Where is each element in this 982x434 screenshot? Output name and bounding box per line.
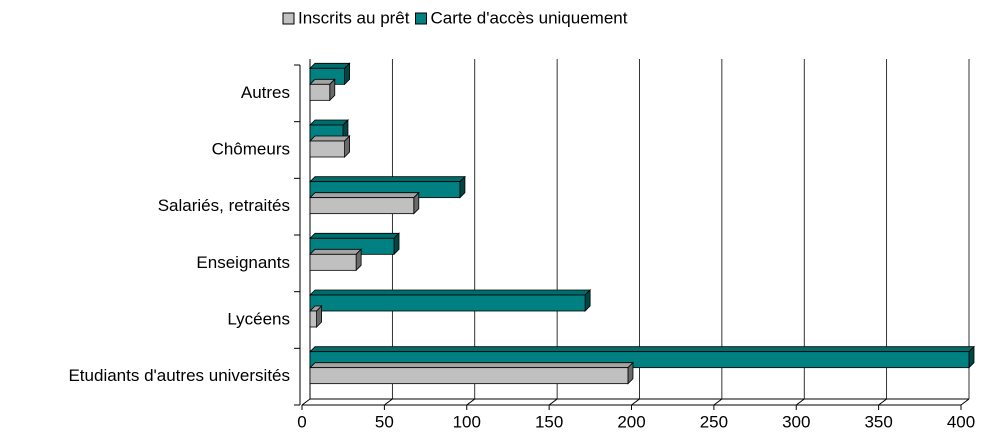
x-tick xyxy=(466,398,476,406)
bar-top xyxy=(309,346,975,353)
bar xyxy=(309,367,629,385)
bar-top xyxy=(309,248,363,255)
bar-top xyxy=(309,135,351,142)
bar xyxy=(309,253,357,271)
x-tick xyxy=(960,398,970,406)
legend-swatch xyxy=(415,12,427,25)
bar-top xyxy=(309,62,351,69)
x-tick-label: 50 xyxy=(375,412,394,431)
x-tick xyxy=(795,398,805,406)
x-tick-label: 150 xyxy=(535,412,563,431)
bar-top xyxy=(309,192,420,199)
bar-top xyxy=(309,119,349,126)
bar-top xyxy=(309,176,466,183)
bar-top xyxy=(309,362,634,369)
x-tick-label: 400 xyxy=(947,412,975,431)
legend-label: Inscrits au prêt xyxy=(298,8,410,27)
x-tick xyxy=(713,398,723,406)
bar-top xyxy=(309,232,400,239)
legend-label: Carte d'accès uniquement xyxy=(431,8,628,27)
y-tick-label: Salariés, retraités xyxy=(158,196,290,215)
y-tick-label: Chômeurs xyxy=(212,139,290,158)
bar-top xyxy=(309,289,592,296)
x-tick-label: 250 xyxy=(700,412,728,431)
x-tick-label: 300 xyxy=(782,412,810,431)
y-tick-label: Enseignants xyxy=(196,253,290,272)
x-tick-label: 350 xyxy=(864,412,892,431)
x-tick xyxy=(301,398,311,406)
x-tick-label: 200 xyxy=(617,412,645,431)
x-tick xyxy=(384,398,393,406)
bar xyxy=(309,83,331,101)
bar xyxy=(309,294,586,312)
y-tick-label: Lycéens xyxy=(227,309,290,328)
x-tick xyxy=(878,398,887,406)
x-tick xyxy=(631,398,640,406)
bar xyxy=(309,197,415,215)
y-tick-label: Autres xyxy=(241,83,290,102)
bar xyxy=(309,310,317,328)
x-tick-label: 100 xyxy=(453,412,481,431)
bar xyxy=(309,140,345,158)
legend-swatch xyxy=(282,12,295,25)
y-tick-label: Etudiants d'autres universités xyxy=(68,366,290,385)
x-tick xyxy=(548,398,558,406)
x-tick-label: 0 xyxy=(297,412,306,431)
